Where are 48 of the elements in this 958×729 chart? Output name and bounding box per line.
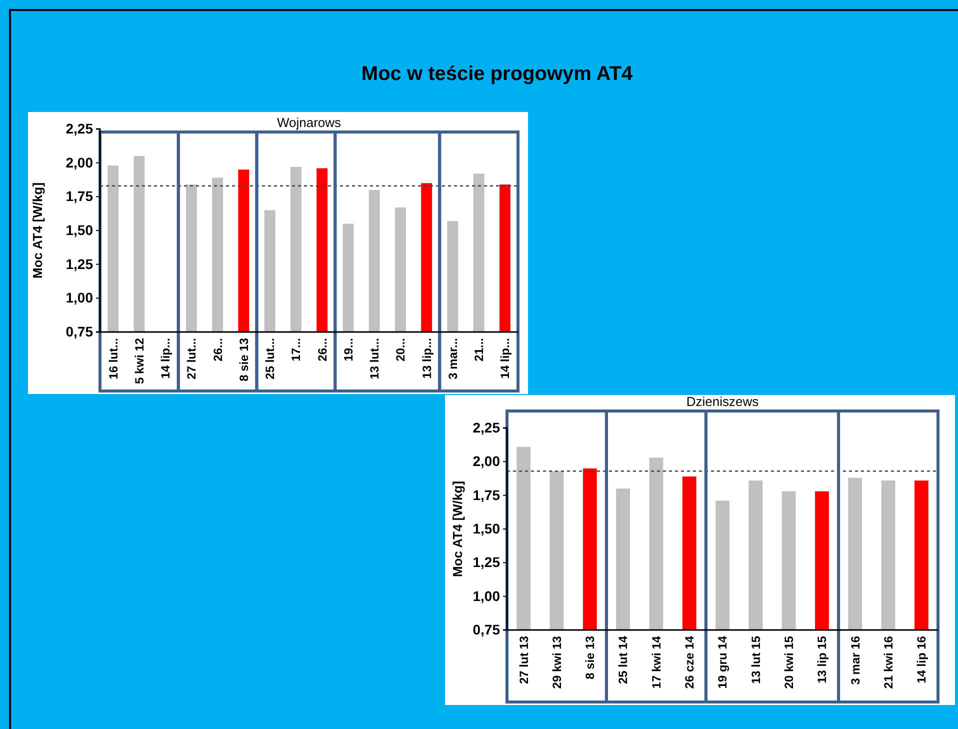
y-tick-label: 1,75: [66, 188, 94, 204]
x-tick-label: 13 lut...: [368, 338, 382, 380]
x-tick-label: 3 mar...: [446, 338, 460, 380]
x-tick-label: 25 lut 14: [616, 636, 630, 684]
x-tick-label: 17...: [289, 338, 304, 362]
x-tick-label: 8 sie 13: [583, 636, 598, 680]
x-tick-label: 20 kwi 15: [782, 636, 796, 689]
chart-title: Moc w teście progowym AT4: [361, 63, 634, 85]
x-tick-label: 26...: [315, 338, 330, 362]
x-tick-label: 21 kwi 16: [881, 636, 896, 689]
y-tick-label: 1,50: [472, 520, 500, 536]
x-tick-label: 19...: [341, 338, 356, 362]
x-tick-label: 26...: [210, 338, 225, 362]
x-tick-label: 21...: [472, 338, 486, 362]
y-axis-title: Moc AT4 [W/kg]: [30, 182, 45, 279]
x-tick-label: 27 lut...: [184, 338, 199, 380]
y-tick-label: 2,00: [472, 453, 500, 470]
y-tick-label: 2,25: [66, 120, 94, 136]
y-tick-label: 2,25: [472, 419, 500, 436]
x-tick-label: 3 mar 16: [848, 636, 862, 685]
y-tick-label: 0,75: [66, 323, 94, 340]
x-tick-label: 26 cze 14: [682, 636, 697, 689]
x-tick-label: 17 kwi 14: [649, 636, 664, 689]
y-tick-label: 1,00: [472, 588, 500, 604]
x-tick-label: 14 lip 16: [914, 636, 929, 684]
x-tick-label: 14 lip...: [158, 338, 173, 379]
x-tick-label: 19 gru 14: [716, 636, 730, 689]
x-tick-label: 5 kwi 12: [132, 338, 146, 384]
y-axis-title: Moc AT4 [W/kg]: [450, 480, 465, 578]
y-tick-label: 1,00: [66, 290, 94, 306]
x-tick-label: 29 kwi 13: [550, 636, 564, 689]
x-tick-label: 13 lip 15: [815, 636, 830, 684]
x-tick-label: 20...: [394, 338, 408, 362]
chart-title: Dzieniszews: [686, 394, 760, 409]
x-tick-label: 16 lut...: [106, 338, 120, 380]
y-tick-label: 1,75: [472, 486, 500, 503]
y-tick-label: 2,00: [66, 154, 94, 170]
x-tick-label: 13 lut 15: [748, 636, 763, 684]
y-tick-label: 1,50: [66, 222, 94, 238]
x-tick-label: 27 lut 13: [516, 636, 531, 684]
chart-subtitle: Wojnarows: [276, 115, 342, 130]
y-tick-label: 1,25: [66, 256, 94, 272]
x-tick-label: 14 lip...: [498, 338, 512, 379]
y-tick-label: 0,75: [472, 621, 500, 638]
x-tick-label: 25 lut...: [263, 338, 278, 380]
x-tick-label: 8 sie 13: [236, 338, 251, 382]
y-tick-label: 1,25: [472, 554, 500, 570]
x-tick-label: 13 lip...: [420, 338, 434, 379]
